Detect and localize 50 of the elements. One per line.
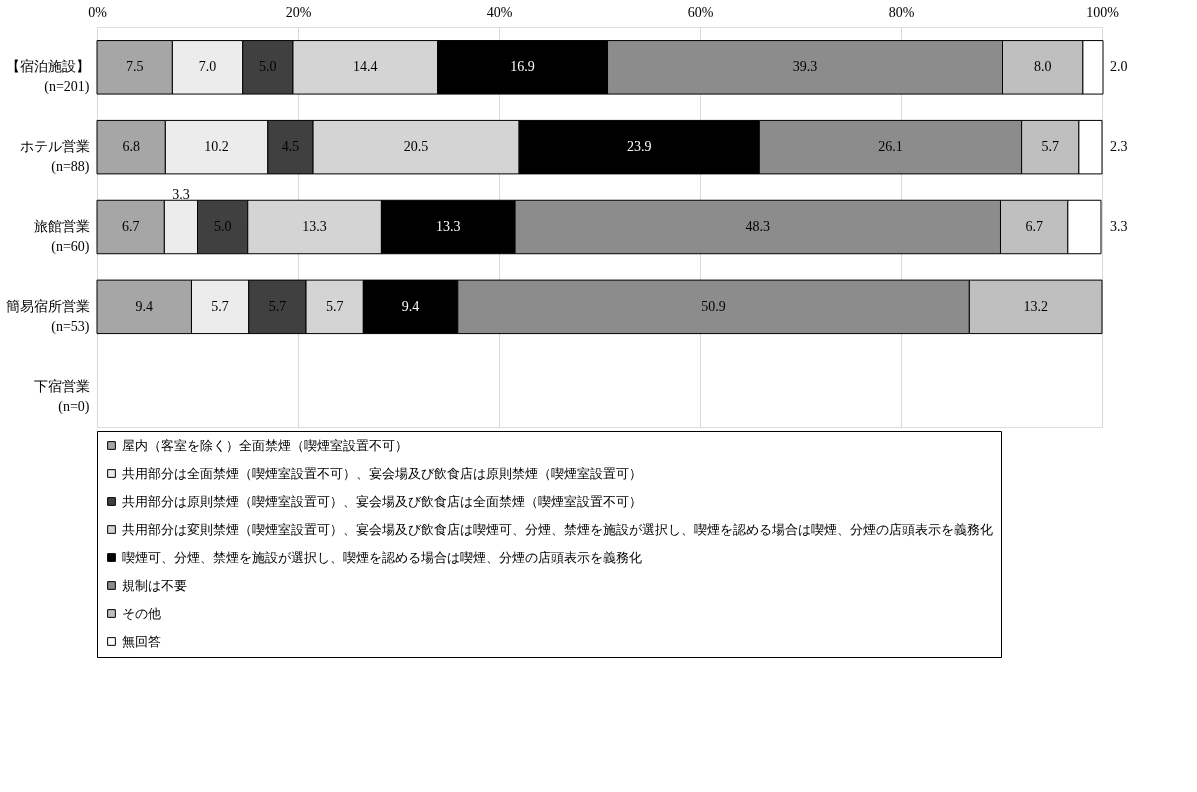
data-label: 14.4 [353, 59, 378, 75]
data-label: 5.7 [1041, 139, 1059, 155]
data-label: 5.0 [213, 219, 232, 234]
data-label: 13.3 [436, 219, 461, 234]
legend-label: その他 [122, 605, 161, 621]
legend-label: 規制は不要 [122, 577, 187, 593]
data-label: 7.5 [125, 59, 144, 75]
legend-label: 共用部分は全面禁煙（喫煙室設置不可）、宴会場及び飲食店は原則禁煙（喫煙室設置可） [122, 465, 642, 481]
legend-label: 共用部分は変則禁煙（喫煙室設置可）、宴会場及び飲食店は喫煙可、分煙、禁煙を施設が選択し、喫煙を認める場合は喫煙、分煙の店頭表示を義務化 [122, 521, 993, 537]
data-label: 3.3 [172, 187, 190, 202]
data-label: 13.3 [302, 219, 327, 234]
x-tick-label: 80% [888, 4, 915, 20]
data-label: 20.5 [403, 139, 429, 155]
y-tick-label: ホテル営業 (n=88) [19, 139, 90, 176]
data-label: 5.7 [325, 298, 344, 314]
legend-label: 無回答 [122, 633, 161, 649]
legend-label: 共用部分は原則禁煙（喫煙室設置可）、宴会場及び飲食店は全面禁煙（喫煙室設置不可） [122, 493, 642, 509]
data-label: 6.7 [121, 219, 140, 234]
data-label: 23.9 [626, 139, 652, 155]
x-tick-label: 0% [88, 4, 108, 20]
data-label: 7.0 [198, 59, 217, 75]
y-tick-label: 下宿営業 (n=0) [33, 378, 90, 415]
data-label: 48.3 [745, 219, 771, 234]
data-label: 13.2 [1023, 298, 1048, 314]
data-label: 4.5 [281, 139, 300, 155]
data-label: 5.7 [211, 298, 229, 314]
x-tick-label: 100% [1086, 4, 1120, 20]
data-label: 26.1 [878, 139, 903, 155]
data-label: 10.2 [204, 139, 229, 155]
data-label: 5.0 [259, 59, 277, 75]
data-label: 3.3 [1110, 219, 1128, 234]
y-tick-label: 旅館営業 (n=60) [33, 219, 90, 255]
data-label: 8.0 [1033, 59, 1052, 75]
x-tick-label: 20% [285, 4, 312, 20]
data-label: 6.8 [122, 139, 140, 155]
data-label: 50.9 [701, 298, 726, 314]
x-tick-label: 60% [687, 4, 714, 20]
legend-label: 屋内（客室を除く）全面禁煙（喫煙室設置不可） [122, 437, 408, 453]
data-label: 2.3 [1110, 139, 1128, 155]
data-label: 9.4 [401, 298, 420, 314]
x-tick-label: 40% [486, 4, 513, 20]
data-label: 6.7 [1025, 219, 1043, 234]
y-tick-label: 【宿泊施設】 (n=201) [5, 59, 90, 96]
y-tick-label: 簡易宿所営業 (n=53) [5, 298, 90, 335]
data-label: 9.4 [135, 298, 153, 314]
data-label: 5.7 [268, 298, 287, 314]
data-label: 2.0 [1110, 59, 1128, 75]
data-label: 16.9 [510, 59, 535, 75]
legend-label: 喫煙可、分煙、禁煙を施設が選択し、喫煙を認める場合は喫煙、分煙の店頭表示を義務化 [122, 549, 642, 565]
data-label: 39.3 [792, 59, 818, 75]
